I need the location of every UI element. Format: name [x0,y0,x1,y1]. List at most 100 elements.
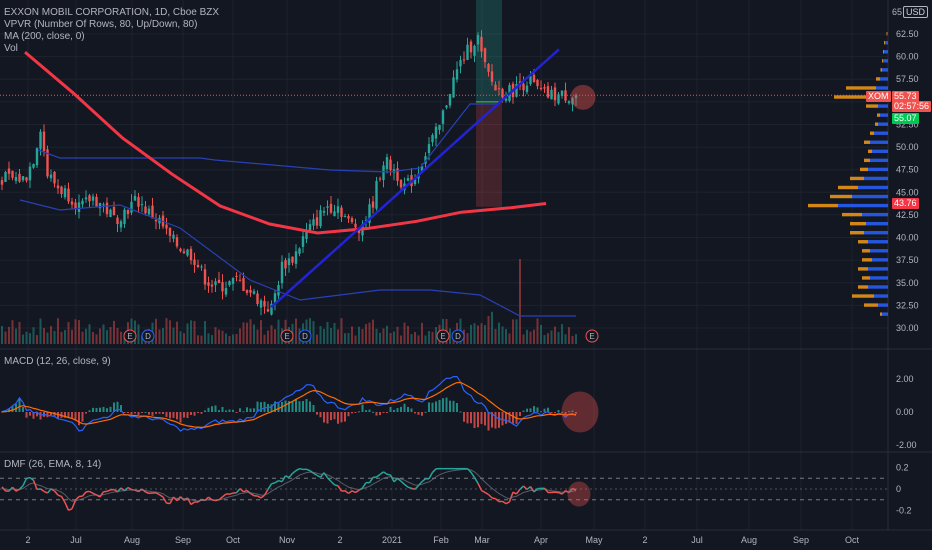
macd-histogram-bar [183,412,185,418]
vp-bar-up [864,231,888,235]
volume-bar [536,318,539,344]
dmf-line-segment [522,485,528,490]
macd-histogram-bar [463,412,465,422]
volume-bar [106,330,108,344]
candle-body [445,105,448,108]
candle-body [182,251,186,254]
dmf-line-segment [155,492,160,496]
signal-line [1,381,577,429]
macd-histogram-bar [305,398,308,412]
legend-ma[interactable]: MA (200, close, 0) [4,31,85,42]
candle-body [413,177,417,185]
macd-histogram-bar [449,400,451,412]
volume-bar [165,318,168,344]
volume-bar [344,333,346,344]
candle-body [7,168,11,174]
macd-tick-label: 2.00 [896,374,914,384]
dmf-line-segment [43,490,48,494]
dmf-line-segment [239,488,245,493]
vp-bar-up [884,50,888,54]
macd-histogram-bar [200,412,203,414]
dmf-line-segment [124,486,129,492]
event-marker [123,329,137,343]
candle-body [560,90,564,96]
volume-bar [99,328,101,344]
macd-histogram-bar [113,402,115,412]
volume-bar [92,331,94,344]
legend-vpvr[interactable]: VPVR (Number Of Rows, 80, Up/Down, 80) [4,19,198,30]
macd-histogram-bar [211,406,213,412]
vp-bar-down [858,240,868,244]
price-tick-label: 57.50 [896,74,919,84]
volume-bar [71,329,73,344]
macd-histogram-bar [148,412,150,415]
volume-bar [361,328,364,344]
dmf-line-segment [278,479,283,483]
vp-bar-up [885,41,888,45]
macd-histogram-bar [95,407,98,412]
volume-bar [417,335,420,344]
vp-bar-up [878,104,888,108]
volume-bar [319,326,322,344]
volume-bar [375,328,378,344]
macd-histogram-bar [120,405,122,412]
dmf-legend[interactable]: DMF (26, EMA, 8, 14) [4,459,102,470]
dmf-line-segment [89,490,94,494]
candle-body [140,204,144,206]
vp-bar-up [880,113,888,117]
macd-histogram-bar [193,412,196,416]
volume-bar [396,326,399,344]
candle-body [200,266,203,268]
volume-bar [85,328,87,344]
macd-histogram-bar [498,412,500,428]
symbol-title[interactable]: EXXON MOBIL CORPORATION, 1D, Cboe BZX [4,7,220,18]
macd-histogram-bar [330,412,332,421]
macd-histogram-bar [162,412,164,415]
macd-histogram-bar [88,410,91,412]
volume-bar [232,334,234,344]
vp-bar-up [868,240,888,244]
macd-histogram-bar [18,398,21,412]
dmf-line-segment [316,474,321,478]
volume-bar [505,329,507,344]
time-tick-label: May [585,535,603,545]
legend-vol[interactable]: Vol [4,43,18,54]
candle-body [424,156,427,164]
macd-histogram-bar [575,412,577,414]
dmf-line-segment [257,495,262,499]
volume-bar [400,335,402,344]
macd-histogram-bar [71,412,73,418]
volume-bar [270,325,273,344]
macd-histogram-bar [151,412,154,416]
dmf-line-segment [431,468,437,473]
dmf-line-segment [512,491,517,495]
dmf-line-segment [515,488,521,495]
macd-histogram-bar [302,401,304,412]
price-tick-label: 40.00 [896,233,919,243]
macd-histogram-bar [550,412,553,413]
volume-bar [526,329,528,344]
volume-bar [211,335,213,344]
volume-bar [158,329,161,344]
currency-button[interactable]: USD [903,6,929,18]
candle-body [168,227,172,236]
candle-body [448,93,452,106]
volume-bar [15,328,17,344]
candle-body [438,124,441,130]
dmf-tick-label: -0.2 [896,505,912,515]
dmf-line-segment [383,471,388,475]
candle-body [210,284,214,287]
dmf-line-segment [519,485,525,490]
candle-body [406,178,410,181]
event-marker-label: E [440,332,445,341]
candle-body [266,309,270,312]
price-tick-label: 35.00 [896,278,919,288]
macd-histogram-bar [295,399,297,412]
macd-legend[interactable]: MACD (12, 26, close, 9) [4,356,111,367]
volume-bar [330,328,332,344]
dmf-line-segment [508,491,514,503]
volume-bar [340,318,343,344]
dmf-line-segment [229,492,234,495]
vp-bar-up [882,312,888,316]
